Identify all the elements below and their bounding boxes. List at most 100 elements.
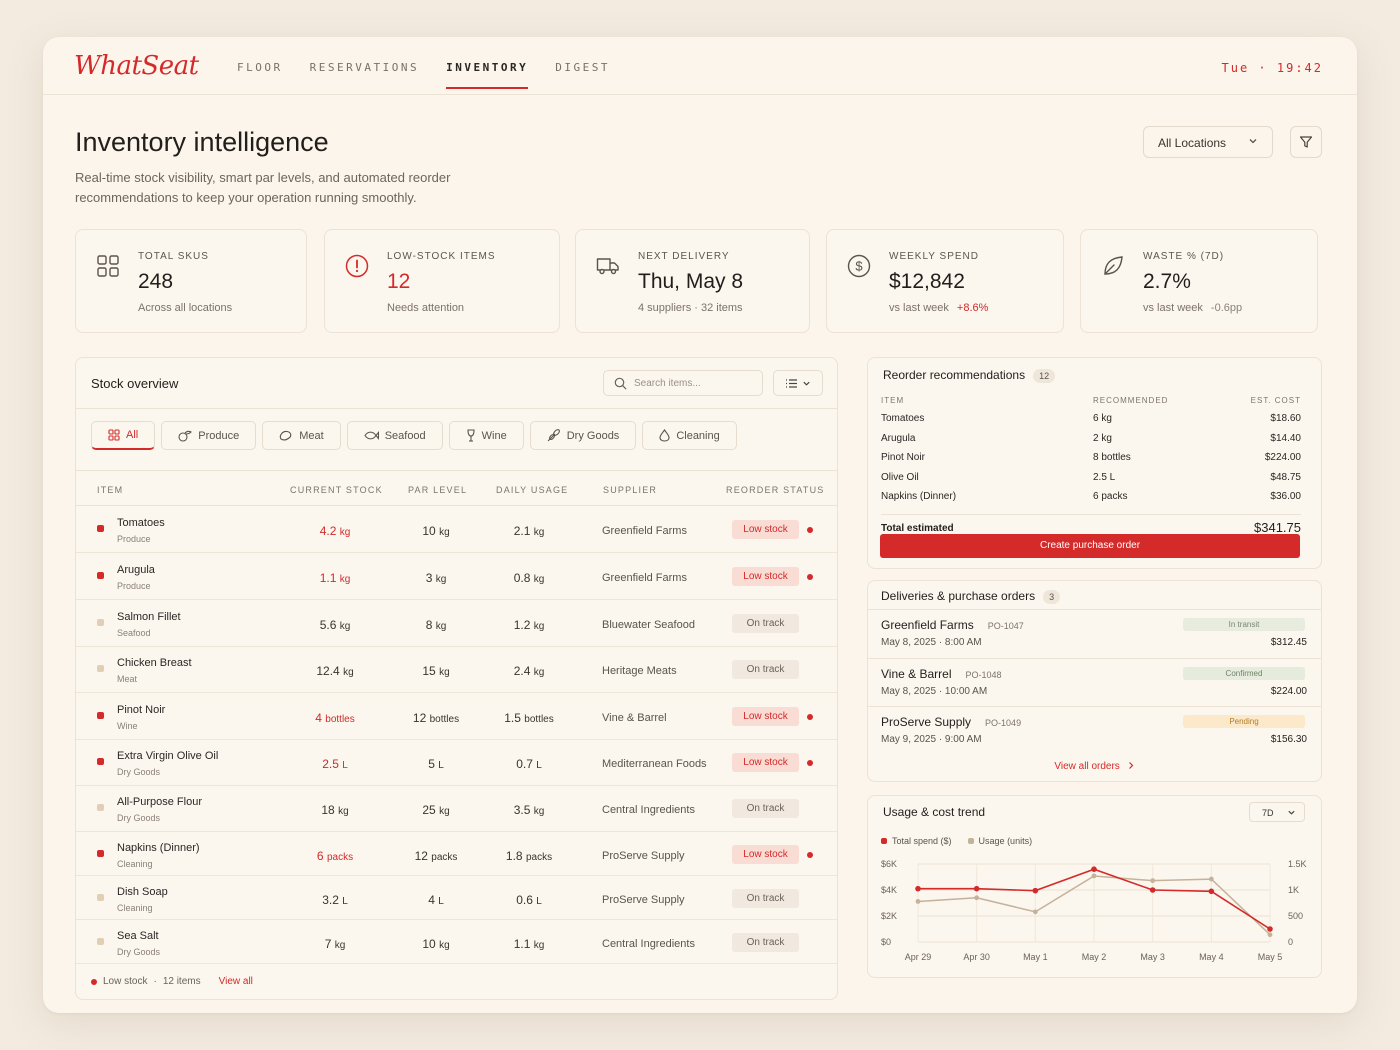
delivery-amount: $156.30 [1270, 734, 1307, 745]
table-row[interactable]: Pinot Noir Wine 4 bottles 12 bottles 1.5 bot… [76, 694, 837, 740]
reorder-title: Reorder recommendations 12 [883, 368, 1056, 383]
reorder-qty: 8 bottles [1093, 452, 1131, 463]
delivery-row[interactable]: Greenfield Farms PO-1047 May 8, 2025 · 8:0… [868, 609, 1321, 657]
table-row[interactable]: Salmon Fillet Seafood 5.6 kg 8 kg 1.2 kg Blue… [76, 601, 837, 647]
kpi-next-delivery[interactable]: NEXT DELIVERY Thu, May 8 4 suppliers · 3… [575, 229, 810, 333]
nav-digest[interactable]: DIGEST [555, 61, 610, 74]
nav-floor[interactable]: FLOOR [237, 61, 283, 74]
reorder-cost: $48.75 [1270, 471, 1301, 483]
reorder-row[interactable]: Pinot Noir 8 bottles $224.00 [881, 449, 1301, 468]
reorder-total: Total estimated $341.75 [881, 514, 1301, 535]
stock-status-dot [97, 572, 104, 579]
create-purchase-order-button[interactable]: Create purchase order [880, 534, 1300, 558]
col-est-cost: EST. COST [1250, 396, 1301, 405]
grid-icon [108, 429, 120, 441]
par-level: 8 kg [425, 618, 447, 632]
status-badge: Low stock [732, 753, 799, 772]
chip-cleaning[interactable]: Cleaning [642, 421, 737, 450]
chip-all[interactable]: All [91, 421, 156, 450]
supplier: ProServe Supply [602, 894, 685, 906]
trend-title: Usage & cost trend [883, 805, 986, 819]
dollar-icon: $ [847, 254, 871, 278]
x-tick-label: May 5 [1258, 952, 1283, 962]
col-par-level[interactable]: PAR LEVEL [408, 485, 468, 495]
x-tick-label: May 2 [1082, 952, 1107, 962]
brand-logo[interactable]: WhatSeat [74, 51, 199, 81]
kpi-low-stock[interactable]: LOW-STOCK ITEMS 12 Needs attention [324, 229, 560, 333]
y-right-tick-label: 0 [1288, 937, 1293, 947]
stock-status-dot [97, 525, 104, 532]
kpi-value: Thu, May 8 [638, 270, 744, 293]
kpi-sub: Across all locations [138, 302, 233, 314]
view-options-button[interactable] [773, 370, 823, 396]
usage-point [1267, 932, 1273, 938]
legend-usage: Usage (units) [967, 836, 1032, 846]
status-badge: On track [732, 933, 799, 952]
col-item[interactable]: ITEM [97, 485, 124, 495]
usage-point [1150, 878, 1156, 884]
reorder-row[interactable]: Arugula 2 kg $14.40 [881, 430, 1301, 449]
range-select[interactable]: 7D [1249, 802, 1305, 822]
reorder-count-badge: 12 [1033, 369, 1056, 383]
delivery-date: May 9, 2025 · 9:00 AM [881, 734, 982, 745]
current-stock: 12.4 kg [316, 664, 354, 678]
stock-status-dot [97, 850, 104, 857]
reorder-cost: $18.60 [1270, 413, 1301, 424]
filter-button[interactable] [1290, 126, 1322, 158]
alert-dot [807, 714, 813, 720]
current-stock: 5.6 kg [319, 618, 351, 632]
reorder-row[interactable]: Olive Oil 2.5 L $48.75 [881, 469, 1301, 488]
col-supplier[interactable]: SUPPLIER [603, 485, 658, 495]
nav-reservations[interactable]: RESERVATIONS [309, 61, 420, 74]
view-all-link[interactable]: View all [218, 976, 253, 987]
nav-inventory[interactable]: INVENTORY [446, 37, 529, 95]
delivery-row[interactable]: ProServe Supply PO-1049 May 9, 2025 · 9:00… [868, 706, 1321, 754]
location-select[interactable]: All Locations [1143, 126, 1273, 158]
wine-glass-icon [467, 429, 475, 442]
col-current-stock[interactable]: CURRENT STOCK [290, 485, 383, 495]
table-row[interactable]: Sea Salt Dry Goods 7 kg 10 kg 1.1 kg Central … [76, 920, 837, 964]
kpi-waste[interactable]: WASTE % (7D) 2.7% vs last week -0.6pp [1080, 229, 1318, 333]
delivery-row[interactable]: Vine & Barrel PO-1048 May 8, 2025 · 10:00 … [868, 657, 1321, 706]
y-left-tick-label: $4K [881, 885, 897, 895]
item-category: Seafood [117, 628, 151, 638]
kpi-label: TOTAL SKUS [138, 251, 209, 262]
search-input[interactable]: Search items... [603, 370, 763, 396]
supplier: ProServe Supply [602, 850, 685, 862]
kpi-total-skus[interactable]: TOTAL SKUS 248 Across all locations [75, 229, 307, 333]
alert-dot [807, 852, 813, 858]
reorder-row[interactable]: Napkins (Dinner) 6 packs $36.00 [881, 488, 1301, 507]
col-reorder-status[interactable]: REORDER STATUS [726, 485, 825, 495]
alert-circle-icon [345, 254, 369, 278]
alert-dot [807, 527, 813, 533]
chip-dry-goods[interactable]: Dry Goods [529, 421, 637, 450]
kpi-sub: vs last week +8.6% [889, 302, 989, 314]
delivery-status-badge: Pending [1183, 715, 1305, 728]
table-row[interactable]: Chicken Breast Meat 12.4 kg 15 kg 2.4 kg Heri… [76, 647, 837, 693]
table-row[interactable]: Arugula Produce 1.1 kg 3 kg 0.8 kg Greenfield… [76, 554, 837, 600]
par-level: 5 L [428, 757, 444, 771]
trend-chart: $0 $2K $4K $6K 0 500 1K 1.5K Apr 29 Apr 30 May 1 Ma… [881, 859, 1307, 962]
delivery-supplier: Greenfield Farms PO-1047 [881, 618, 1024, 632]
spend-point [1149, 887, 1156, 893]
kpi-weekly-spend[interactable]: $ WEEKLY SPEND $12,842 vs last week +8.6% [826, 229, 1064, 333]
table-row[interactable]: Napkins (Dinner) Cleaning 6 packs 12 packs 1… [76, 832, 837, 876]
kpi-value: 248 [138, 270, 174, 293]
view-all-orders-link[interactable]: View all orders [868, 761, 1321, 772]
table-row[interactable]: Tomatoes Produce 4.2 kg 10 kg 2.1 kg Greenfie… [76, 507, 837, 553]
table-row[interactable]: All-Purpose Flour Dry Goods 18 kg 25 kg 3.5 … [76, 786, 837, 832]
reorder-row[interactable]: Tomatoes 6 kg $18.60 [881, 410, 1301, 429]
col-daily-usage[interactable]: DAILY USAGE [496, 485, 569, 495]
daily-usage: 0.7 L [516, 757, 542, 771]
chip-wine[interactable]: Wine [448, 421, 524, 450]
stock-status-dot [97, 938, 104, 945]
table-row[interactable]: Extra Virgin Olive Oil Dry Goods 2.5 L 5 L 0… [76, 740, 837, 786]
item-category: Cleaning [117, 903, 153, 913]
current-stock: 7 kg [324, 937, 346, 951]
table-row[interactable]: Dish Soap Cleaning 3.2 L 4 L 0.6 L ProServe S… [76, 876, 837, 920]
chip-seafood[interactable]: Seafood [346, 421, 443, 450]
svg-text:$: $ [855, 259, 863, 274]
chip-meat[interactable]: Meat [262, 421, 341, 450]
chip-produce[interactable]: Produce [161, 421, 257, 450]
vegetable-icon [178, 430, 193, 442]
